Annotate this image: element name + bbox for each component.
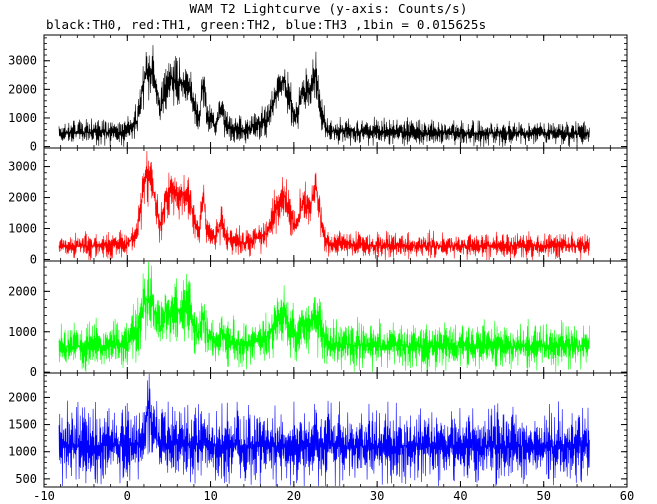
y-tick-label: 500	[15, 472, 37, 486]
y-tick-label: 1000	[8, 111, 37, 125]
y-tick-label: 3000	[8, 54, 37, 68]
y-tick-label: 3000	[8, 160, 37, 174]
x-tick-label: 20	[287, 489, 301, 503]
y-tick-label: 2000	[8, 390, 37, 404]
series-th0-trace	[58, 45, 590, 148]
y-tick-label: 1000	[8, 325, 37, 339]
y-tick-label: 1000	[8, 221, 37, 235]
y-tick-label: 2000	[8, 284, 37, 298]
x-tick-label: 40	[453, 489, 467, 503]
series-th1-trace	[58, 151, 590, 261]
y-tick-label: 2000	[8, 82, 37, 96]
y-tick-label: 1000	[8, 445, 37, 459]
x-tick-label: 0	[124, 489, 131, 503]
y-tick-label: 0	[30, 252, 37, 266]
y-tick-label: 2000	[8, 191, 37, 205]
x-tick-label: 30	[370, 489, 384, 503]
series-th3-trace	[58, 373, 590, 487]
y-tick-label: 0	[30, 365, 37, 379]
x-tick-label: 10	[203, 489, 217, 503]
y-tick-label: 1500	[8, 418, 37, 432]
x-tick-label: 60	[620, 489, 634, 503]
chart-title: WAM T2 Lightcurve (y-axis: Counts/s)	[189, 1, 468, 16]
x-tick-label: 50	[536, 489, 550, 503]
chart-subtitle: black:TH0, red:TH1, green:TH2, blue:TH3 …	[46, 17, 487, 32]
y-tick-label: 0	[30, 140, 37, 154]
x-tick-label: -10	[33, 489, 55, 503]
series-th2-trace	[58, 261, 590, 373]
